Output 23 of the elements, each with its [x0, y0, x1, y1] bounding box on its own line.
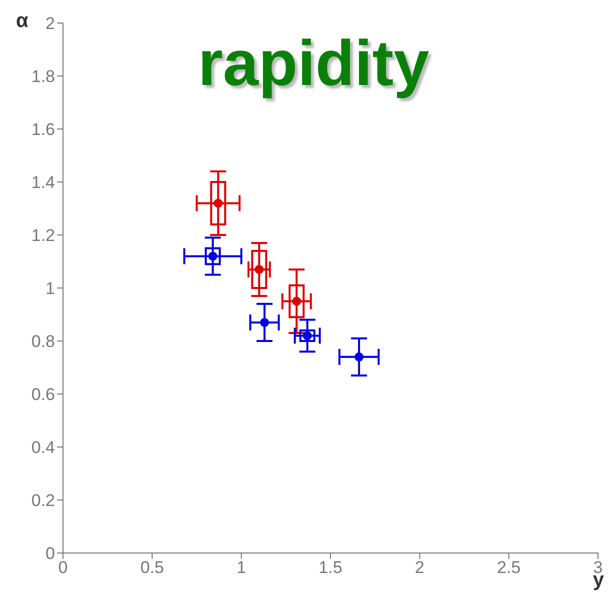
y-tick-label: 2	[46, 14, 55, 34]
point	[214, 198, 223, 208]
point	[354, 352, 364, 362]
point	[254, 264, 264, 274]
chart-title: rapidity	[198, 26, 430, 100]
x-tick-label: 1	[236, 558, 246, 578]
x-tick-label: 1.5	[318, 558, 342, 578]
y-tick-label: 0.8	[31, 332, 55, 352]
y-tick-label: 0.6	[31, 385, 55, 404]
y-tick-label: 1.6	[31, 120, 55, 140]
y-tick-label: 0.4	[31, 438, 55, 458]
x-tick-label: 0	[58, 558, 68, 578]
y-axis-title: α	[16, 10, 28, 33]
x-tick-label: 2.5	[497, 558, 521, 578]
x-tick-label: 2	[414, 558, 424, 578]
y-tick-label: 1.8	[31, 67, 55, 86]
x-tick-label: 0.5	[140, 558, 164, 578]
y-tick-label: 0	[46, 544, 55, 564]
y-tick-label: 1.2	[31, 226, 55, 246]
y-tick-label: 1.4	[31, 173, 55, 192]
point	[260, 318, 270, 327]
y-tick-label: 0.2	[31, 491, 55, 510]
y-tick-label: 1	[46, 279, 55, 298]
